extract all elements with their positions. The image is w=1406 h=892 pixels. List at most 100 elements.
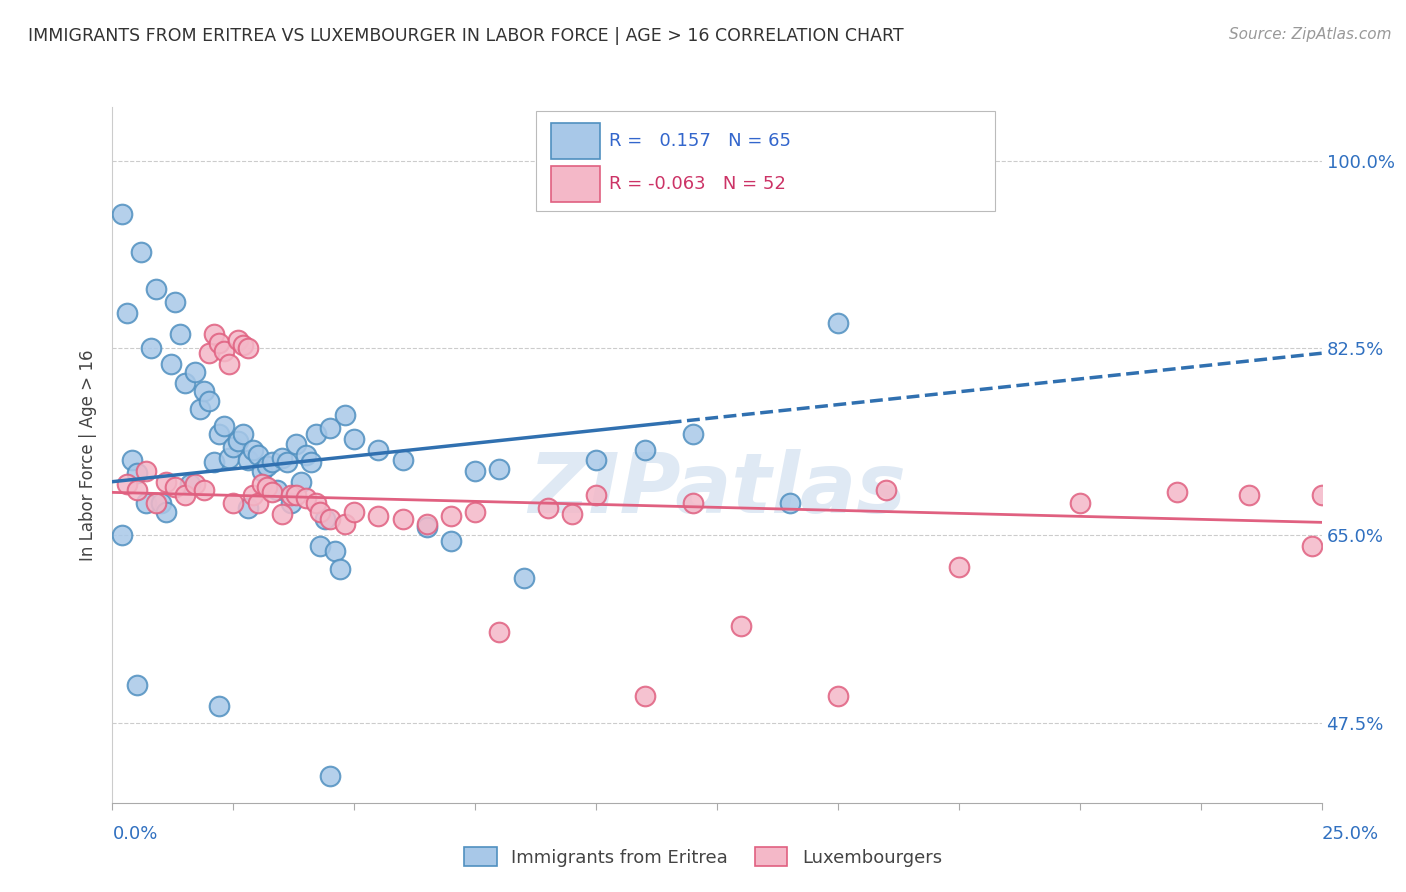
Point xyxy=(779,496,801,510)
Point xyxy=(262,485,284,500)
Point xyxy=(827,689,849,703)
Point xyxy=(585,453,607,467)
Point xyxy=(236,341,259,355)
Point xyxy=(827,316,849,330)
Point xyxy=(682,426,704,441)
Point xyxy=(633,442,655,457)
Point xyxy=(270,451,292,466)
Point xyxy=(188,401,211,416)
Point xyxy=(319,512,342,526)
Point xyxy=(145,282,167,296)
Point xyxy=(323,544,346,558)
Point xyxy=(333,517,356,532)
Point xyxy=(537,501,560,516)
Point xyxy=(246,448,269,462)
Point xyxy=(304,426,326,441)
Point xyxy=(198,394,221,409)
Point xyxy=(125,466,148,480)
Point xyxy=(111,207,134,221)
Point xyxy=(295,448,318,462)
Point xyxy=(145,496,167,510)
Point xyxy=(1301,539,1323,553)
Text: 25.0%: 25.0% xyxy=(1322,825,1379,843)
Point xyxy=(367,442,389,457)
Point xyxy=(218,357,240,371)
Point xyxy=(155,475,177,489)
Point xyxy=(270,507,292,521)
Point xyxy=(290,475,312,489)
Point xyxy=(488,462,510,476)
Point xyxy=(488,624,510,639)
Point xyxy=(222,496,245,510)
Point xyxy=(165,294,187,309)
Point xyxy=(236,501,259,516)
Point xyxy=(183,366,205,380)
Point xyxy=(391,512,413,526)
Point xyxy=(1237,487,1260,501)
Point xyxy=(252,476,274,491)
Point xyxy=(319,421,342,435)
Point xyxy=(256,458,278,473)
Point xyxy=(141,341,163,355)
Point xyxy=(246,496,269,510)
Point xyxy=(304,496,326,510)
Point xyxy=(416,519,439,533)
Text: IMMIGRANTS FROM ERITREA VS LUXEMBOURGER IN LABOR FORCE | AGE > 16 CORRELATION CH: IMMIGRANTS FROM ERITREA VS LUXEMBOURGER … xyxy=(28,27,904,45)
Point xyxy=(222,441,245,455)
Point xyxy=(416,517,439,532)
Point xyxy=(262,455,284,469)
Text: R = -0.063   N = 52: R = -0.063 N = 52 xyxy=(609,175,786,194)
Point xyxy=(266,483,288,498)
Point xyxy=(512,571,534,585)
Text: ZIPatlas: ZIPatlas xyxy=(529,450,905,530)
Point xyxy=(1166,485,1188,500)
Text: Source: ZipAtlas.com: Source: ZipAtlas.com xyxy=(1229,27,1392,42)
Point xyxy=(174,376,197,391)
Point xyxy=(585,487,607,501)
Text: R =   0.157   N = 65: R = 0.157 N = 65 xyxy=(609,132,792,150)
Text: 0.0%: 0.0% xyxy=(112,825,157,843)
Point xyxy=(242,442,264,457)
Point xyxy=(208,699,231,714)
Point xyxy=(232,337,254,351)
Point xyxy=(174,487,197,501)
Point xyxy=(212,344,235,359)
Point xyxy=(198,346,221,360)
Y-axis label: In Labor Force | Age > 16: In Labor Force | Age > 16 xyxy=(79,349,97,561)
Point xyxy=(329,562,352,576)
Point xyxy=(111,528,134,542)
Point xyxy=(285,437,308,451)
Point xyxy=(252,464,274,478)
Point xyxy=(464,505,486,519)
Point xyxy=(295,491,318,505)
Point xyxy=(309,539,332,553)
Point xyxy=(1310,487,1333,501)
Point xyxy=(135,464,157,478)
Point xyxy=(208,335,231,350)
Point xyxy=(280,487,302,501)
Point xyxy=(280,496,302,510)
Point xyxy=(256,480,278,494)
Point xyxy=(179,476,201,491)
Point xyxy=(440,508,463,523)
Point xyxy=(212,419,235,434)
Point xyxy=(236,453,259,467)
Point xyxy=(226,434,249,448)
Point xyxy=(948,560,970,574)
Point xyxy=(367,508,389,523)
Point xyxy=(169,326,191,341)
Point xyxy=(135,496,157,510)
Point xyxy=(115,476,138,491)
Point xyxy=(242,487,264,501)
Point xyxy=(208,426,231,441)
Point xyxy=(299,455,322,469)
Point xyxy=(202,326,225,341)
Point xyxy=(730,619,752,633)
Point xyxy=(159,357,181,371)
Point xyxy=(391,453,413,467)
Point xyxy=(1069,496,1091,510)
Bar xyxy=(551,123,600,159)
Bar xyxy=(551,166,600,202)
Point xyxy=(682,496,704,510)
Point xyxy=(218,451,240,466)
